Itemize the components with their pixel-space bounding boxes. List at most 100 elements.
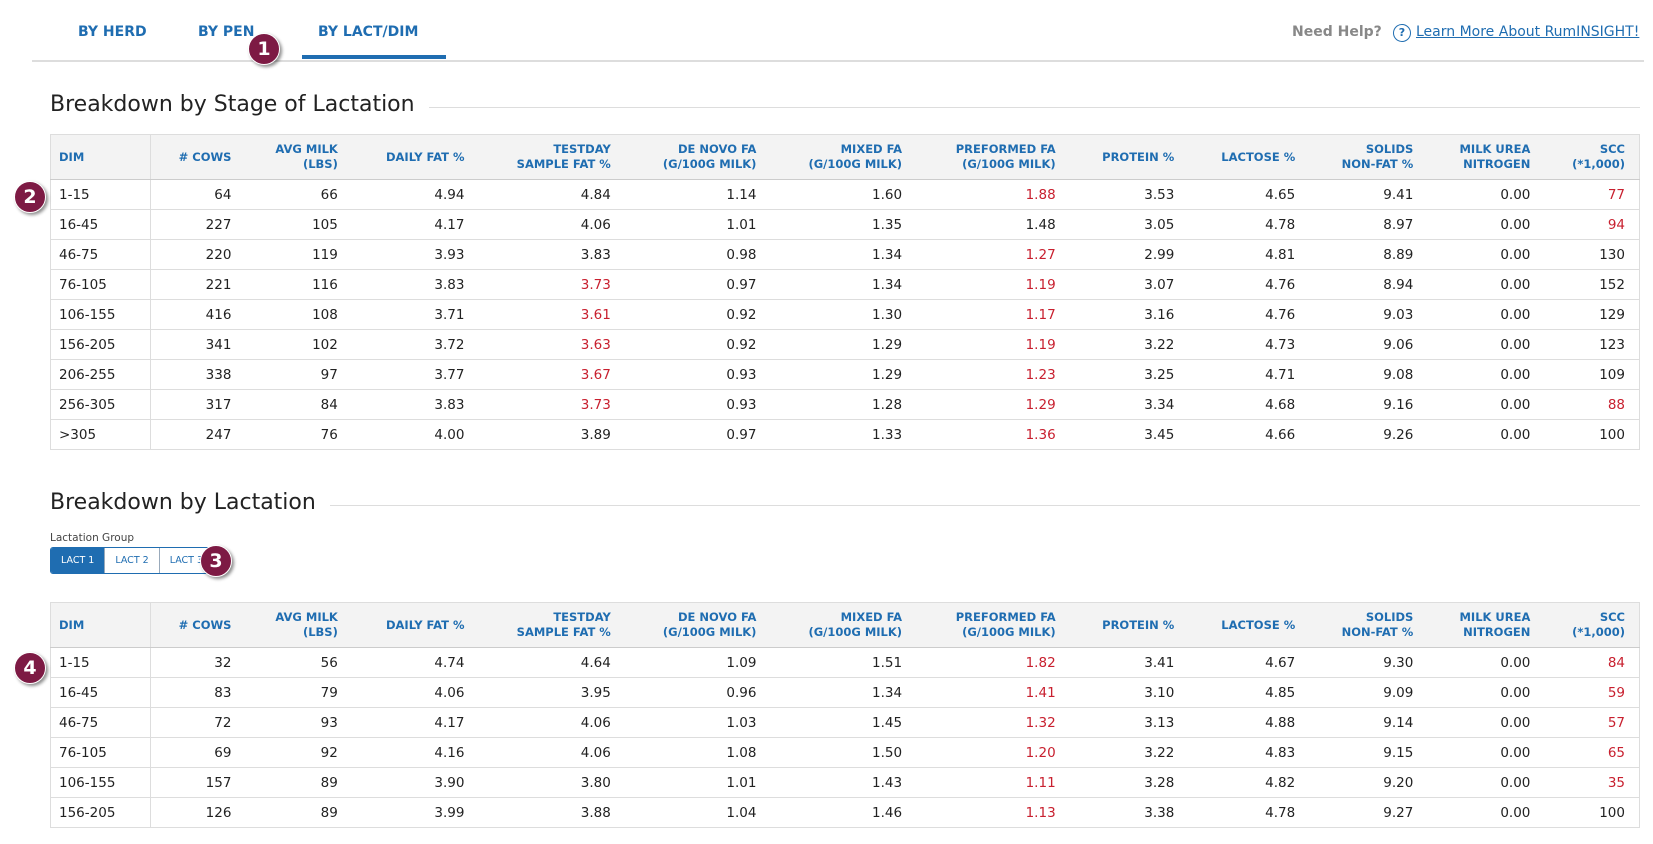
lactation-table: DIM # COWS AVG MILK (LBS) DAILY FAT % TESTDA… bbox=[50, 602, 1640, 828]
column-header: DAILY FAT % bbox=[351, 602, 479, 648]
cell: 4.64 bbox=[478, 647, 625, 678]
cell: 3.28 bbox=[1069, 767, 1189, 798]
cell: 0.00 bbox=[1427, 419, 1545, 450]
cell: 129 bbox=[1544, 299, 1640, 330]
cell: 16-45 bbox=[50, 677, 152, 708]
column-header: DAILY FAT % bbox=[351, 134, 479, 180]
cell: 3.13 bbox=[1069, 707, 1189, 738]
cell: 0.00 bbox=[1427, 269, 1545, 300]
cell: 3.80 bbox=[478, 767, 625, 798]
cell: 4.16 bbox=[351, 737, 479, 768]
cell: 119 bbox=[245, 239, 352, 270]
badge: 1 bbox=[248, 33, 280, 65]
column-header: DIM bbox=[50, 134, 152, 180]
column-header: MIXED FA (G/100G MILK) bbox=[770, 602, 917, 648]
stage-table: DIM # COWS AVG MILK (LBS) DAILY FAT % TESTDA… bbox=[50, 134, 1640, 450]
cell: 4.88 bbox=[1188, 707, 1310, 738]
cell: 4.78 bbox=[1188, 209, 1310, 240]
cell: 3.22 bbox=[1069, 329, 1189, 360]
table-head: DIM # COWS AVG MILK (LBS) DAILY FAT % TESTDA… bbox=[50, 602, 1640, 648]
column-header: DE NOVO FA (G/100G MILK) bbox=[624, 134, 771, 180]
column-header: DE NOVO FA (G/100G MILK) bbox=[624, 602, 771, 648]
cell: 1.33 bbox=[770, 419, 917, 450]
cell: 317 bbox=[150, 389, 246, 420]
help-icon[interactable]: ? bbox=[1393, 24, 1411, 42]
cell: 3.89 bbox=[478, 419, 625, 450]
cell: 0.97 bbox=[624, 419, 771, 450]
tab[interactable]: BY PEN bbox=[198, 24, 255, 40]
cell: 0.92 bbox=[624, 299, 771, 330]
column-header: LACTOSE % bbox=[1188, 602, 1310, 648]
cell: 9.20 bbox=[1309, 767, 1428, 798]
column-header: MIXED FA (G/100G MILK) bbox=[770, 134, 917, 180]
cell: 1.29 bbox=[770, 359, 917, 390]
help-link-text[interactable]: Learn More About RumINSIGHT! bbox=[1416, 24, 1640, 40]
cell: 0.00 bbox=[1427, 797, 1545, 828]
cell: 94 bbox=[1544, 209, 1640, 240]
cell: 3.07 bbox=[1069, 269, 1189, 300]
cell: 1.60 bbox=[770, 179, 917, 210]
cell: 221 bbox=[150, 269, 246, 300]
cell: 35 bbox=[1544, 767, 1640, 798]
column-header: MILK UREA NITROGEN bbox=[1427, 134, 1545, 180]
cell: 157 bbox=[150, 767, 246, 798]
table-row: 206-255 338 97 3.77 3.67 0.93 1.29 1.23 3.25 4.71… bbox=[50, 359, 1640, 390]
cell: 9.03 bbox=[1309, 299, 1428, 330]
cell: 9.15 bbox=[1309, 737, 1428, 768]
cell: 1.13 bbox=[916, 797, 1070, 828]
divider bbox=[50, 107, 1640, 108]
cell: 1.45 bbox=[770, 707, 917, 738]
cell: 8.97 bbox=[1309, 209, 1428, 240]
table-row: 1-15 32 56 4.74 4.64 1.09 1.51 1.82 3.41 4.67 9.30… bbox=[50, 647, 1640, 678]
cell: 4.76 bbox=[1188, 299, 1310, 330]
cell: 0.00 bbox=[1427, 737, 1545, 768]
column-header: MILK UREA NITROGEN bbox=[1427, 602, 1545, 648]
cell: 4.17 bbox=[351, 707, 479, 738]
cell: 109 bbox=[1544, 359, 1640, 390]
cell: 4.82 bbox=[1188, 767, 1310, 798]
cell: 1.30 bbox=[770, 299, 917, 330]
cell: 56 bbox=[245, 647, 352, 678]
badge: 3 bbox=[200, 545, 232, 577]
table-row: 46-75 220 119 3.93 3.83 0.98 1.34 1.27 2.99 4.81 8… bbox=[50, 239, 1640, 270]
cell: 3.61 bbox=[478, 299, 625, 330]
group-selector: LACT 1 LACT 2 LACT 3+ bbox=[50, 547, 222, 574]
cell: 338 bbox=[150, 359, 246, 390]
cell: 1.01 bbox=[624, 209, 771, 240]
cell: 92 bbox=[245, 737, 352, 768]
cell: 4.76 bbox=[1188, 269, 1310, 300]
cell: 1.19 bbox=[916, 329, 1070, 360]
column-header: AVG MILK (LBS) bbox=[245, 602, 352, 648]
cell: 59 bbox=[1544, 677, 1640, 708]
group-button[interactable]: LACT 2 bbox=[105, 548, 160, 573]
cell: 3.63 bbox=[478, 329, 625, 360]
cell: 83 bbox=[150, 677, 246, 708]
help-label: Need Help? bbox=[1292, 24, 1382, 40]
cell: 416 bbox=[150, 299, 246, 330]
cell: 89 bbox=[245, 767, 352, 798]
cell: 32 bbox=[150, 647, 246, 678]
cell: 130 bbox=[1544, 239, 1640, 270]
group-button[interactable]: LACT 1 bbox=[51, 548, 106, 573]
group-label: Lactation Group bbox=[50, 532, 135, 544]
column-header: PROTEIN % bbox=[1069, 602, 1189, 648]
cell: 76 bbox=[245, 419, 352, 450]
help-link[interactable]: Learn More About RumINSIGHT! bbox=[1392, 24, 1639, 40]
cell: 1.23 bbox=[916, 359, 1070, 390]
section-title: Breakdown by Lactation bbox=[50, 490, 330, 515]
column-header: SOLIDS NON-FAT % bbox=[1309, 134, 1428, 180]
cell: 123 bbox=[1544, 329, 1640, 360]
cell: 9.16 bbox=[1309, 389, 1428, 420]
column-header: TESTDAY SAMPLE FAT % bbox=[478, 602, 625, 648]
cell: 4.06 bbox=[478, 737, 625, 768]
cell: 116 bbox=[245, 269, 352, 300]
table-row: 256-305 317 84 3.83 3.73 0.93 1.28 1.29 3.34 4.68… bbox=[50, 389, 1640, 420]
cell: 4.00 bbox=[351, 419, 479, 450]
tab-active[interactable]: BY LACT/DIM bbox=[302, 24, 447, 59]
cell: 0.96 bbox=[624, 677, 771, 708]
table-row: 76-105 69 92 4.16 4.06 1.08 1.50 1.20 3.22 4.83 9.… bbox=[50, 737, 1640, 768]
tab[interactable]: BY HERD bbox=[78, 24, 147, 40]
cell: 4.78 bbox=[1188, 797, 1310, 828]
cell: 3.71 bbox=[351, 299, 479, 330]
cell: 1.29 bbox=[770, 329, 917, 360]
